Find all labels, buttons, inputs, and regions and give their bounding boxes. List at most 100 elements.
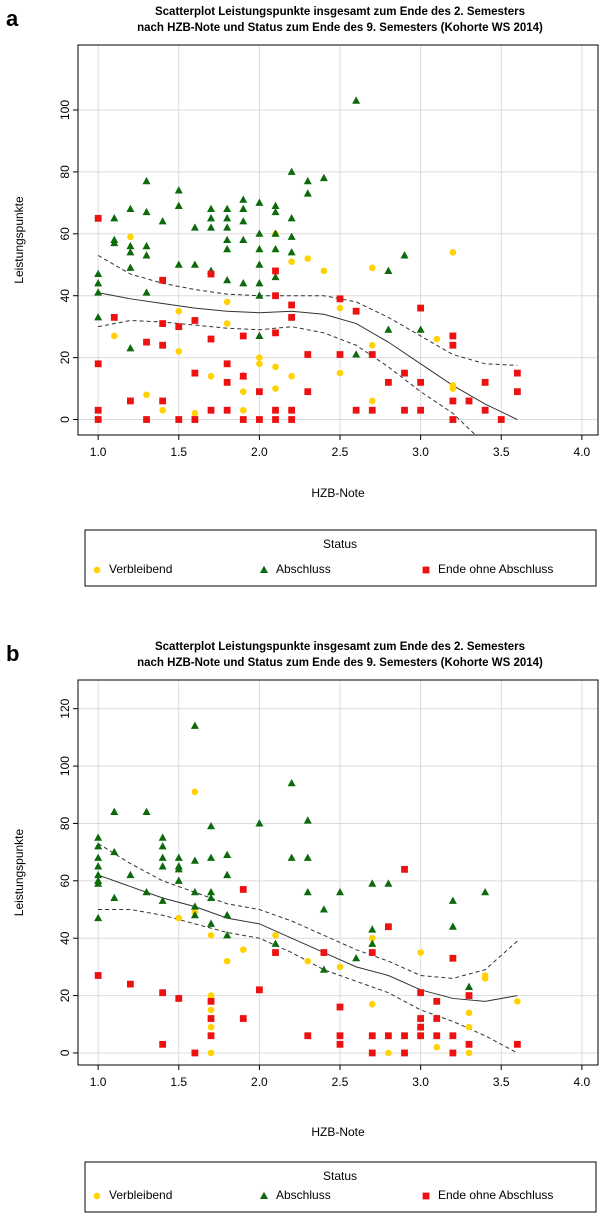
point bbox=[223, 320, 231, 327]
point bbox=[368, 939, 377, 947]
point bbox=[304, 1032, 312, 1040]
x-tick-label: 2.5 bbox=[332, 1075, 349, 1089]
point bbox=[190, 260, 199, 268]
point bbox=[142, 207, 151, 216]
point bbox=[142, 251, 151, 259]
point bbox=[481, 378, 489, 386]
point bbox=[336, 304, 344, 312]
point bbox=[272, 385, 279, 392]
y-tick-label: 20 bbox=[58, 351, 72, 365]
point bbox=[271, 229, 280, 237]
point bbox=[126, 870, 135, 879]
point bbox=[207, 992, 215, 999]
y-tick-label: 40 bbox=[58, 931, 72, 945]
point bbox=[110, 847, 119, 856]
point bbox=[319, 905, 328, 913]
point bbox=[94, 833, 103, 841]
point bbox=[287, 778, 296, 787]
point bbox=[174, 186, 183, 194]
point bbox=[159, 397, 167, 405]
chart-subtitle: nach HZB-Note und Status zum Ende des 9.… bbox=[137, 22, 543, 34]
point bbox=[465, 1040, 473, 1048]
point bbox=[191, 788, 199, 796]
point bbox=[207, 1015, 215, 1022]
point bbox=[400, 251, 409, 259]
point bbox=[384, 325, 393, 333]
point bbox=[175, 348, 183, 355]
point bbox=[319, 173, 328, 182]
legend-marker bbox=[93, 1192, 101, 1200]
point bbox=[159, 341, 167, 349]
point bbox=[158, 862, 167, 870]
point bbox=[207, 1032, 215, 1040]
point bbox=[368, 406, 376, 414]
point bbox=[417, 406, 425, 414]
panel-label: a bbox=[6, 6, 19, 31]
y-tick-label: 120 bbox=[58, 698, 72, 718]
point bbox=[272, 267, 279, 275]
point bbox=[401, 406, 408, 414]
point bbox=[465, 1023, 473, 1031]
x-tick-label: 1.5 bbox=[170, 445, 187, 459]
point bbox=[336, 369, 344, 377]
point bbox=[417, 1032, 425, 1040]
point bbox=[223, 406, 231, 414]
point bbox=[417, 989, 425, 997]
point bbox=[175, 323, 183, 331]
x-tick-label: 2.0 bbox=[251, 445, 268, 459]
point bbox=[174, 853, 183, 861]
point bbox=[191, 410, 199, 417]
point bbox=[239, 886, 247, 893]
fit-line bbox=[98, 292, 518, 420]
point bbox=[94, 853, 103, 861]
point bbox=[368, 341, 376, 349]
point bbox=[207, 919, 216, 927]
point bbox=[449, 332, 457, 340]
point bbox=[239, 332, 247, 340]
point bbox=[207, 932, 215, 939]
point bbox=[142, 807, 151, 815]
point bbox=[94, 313, 103, 321]
point bbox=[417, 1015, 425, 1022]
point bbox=[368, 264, 376, 272]
point bbox=[336, 887, 345, 896]
point bbox=[271, 939, 280, 947]
y-axis-label: Leistungspunkte bbox=[12, 196, 26, 284]
point bbox=[142, 288, 151, 296]
point bbox=[207, 223, 216, 231]
point bbox=[207, 214, 216, 222]
point bbox=[255, 819, 264, 827]
point bbox=[303, 853, 312, 861]
point bbox=[207, 822, 216, 830]
point bbox=[449, 385, 457, 392]
point bbox=[336, 1040, 344, 1048]
point bbox=[207, 1049, 215, 1057]
point bbox=[449, 1049, 457, 1057]
point bbox=[158, 842, 167, 850]
legend-marker bbox=[260, 565, 268, 573]
point bbox=[191, 416, 199, 423]
point bbox=[287, 853, 296, 861]
point bbox=[94, 214, 102, 222]
point bbox=[94, 913, 103, 922]
point bbox=[368, 949, 376, 956]
chart-subtitle: nach HZB-Note und Status zum Ende des 9.… bbox=[137, 657, 543, 669]
point bbox=[304, 255, 312, 262]
point bbox=[174, 876, 183, 884]
point bbox=[352, 953, 361, 962]
point bbox=[433, 997, 441, 1005]
point bbox=[207, 1006, 215, 1014]
point bbox=[223, 957, 231, 965]
point bbox=[255, 260, 264, 268]
point bbox=[239, 279, 248, 287]
point bbox=[401, 1049, 408, 1057]
point bbox=[368, 879, 377, 887]
point bbox=[433, 1015, 441, 1022]
point bbox=[271, 207, 280, 216]
point bbox=[175, 914, 183, 922]
point bbox=[94, 279, 103, 287]
point bbox=[368, 1032, 376, 1040]
point bbox=[368, 351, 376, 358]
point bbox=[190, 856, 199, 864]
